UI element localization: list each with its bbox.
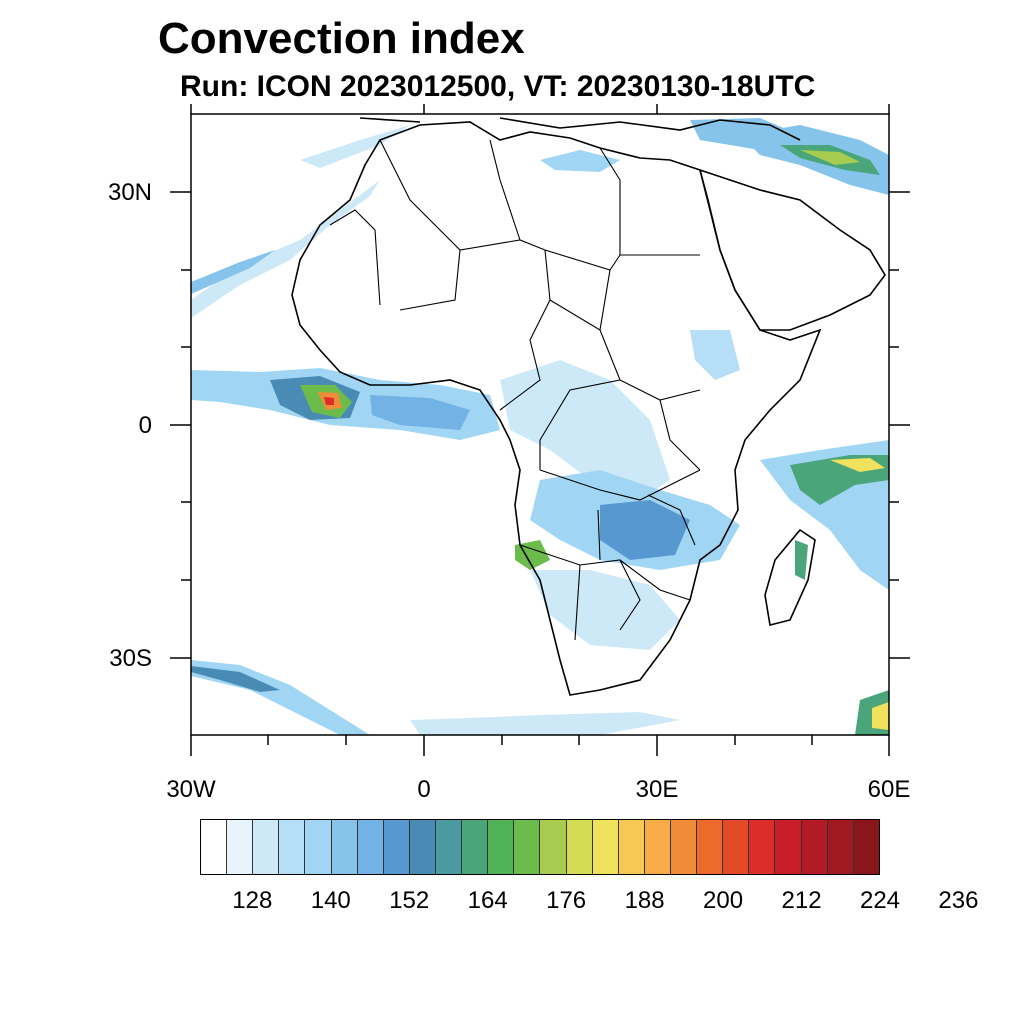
- colorbar-cell: [279, 820, 306, 874]
- chart-title: Convection index: [158, 14, 525, 63]
- colorbar-label: 140: [310, 887, 351, 914]
- convection-patch-namibia: [515, 540, 550, 570]
- colorbar-cell: [592, 820, 619, 874]
- colorbar-cell: [749, 820, 776, 874]
- colorbar-label: 152: [389, 887, 430, 914]
- colorbar-cell: [253, 820, 280, 874]
- colorbar-cell: [670, 820, 698, 874]
- colorbar-cell: [462, 820, 489, 874]
- colorbar-cell: [435, 820, 463, 874]
- colorbar-cell: [357, 820, 384, 874]
- lon-label-60e: 60E: [867, 776, 911, 803]
- convection-patch-mediterranean: [540, 150, 620, 172]
- lat-label-30s: 30S: [109, 645, 152, 672]
- lon-label-30e: 30E: [635, 776, 679, 803]
- convection-patch-indian-ocean-peak: [830, 458, 885, 472]
- colorbar-cell: [409, 820, 436, 874]
- colorbar-label: 200: [703, 887, 744, 914]
- colorbar-cell: [801, 820, 828, 874]
- convection-patch-nw-atlantic-core: [191, 250, 275, 294]
- colorbar-cell: [827, 820, 854, 874]
- coastlines: [291, 117, 886, 696]
- colorbar-cell: [514, 820, 541, 874]
- colorbar-label: 212: [781, 887, 822, 914]
- convection-patch-guinea-east: [370, 395, 470, 430]
- convection-patch-south-atlantic-core: [191, 666, 280, 692]
- africa-coastline: [291, 121, 822, 696]
- convection-patch-nw-atlantic: [191, 180, 380, 318]
- colorbar-cell: [227, 820, 254, 874]
- colorbar-cell: [697, 820, 724, 874]
- colorbar-label: 224: [859, 887, 901, 914]
- colorbar-cell: [775, 820, 802, 874]
- colorbar-label: 176: [546, 887, 587, 914]
- madagascar-coastline: [764, 528, 816, 626]
- axis-ticks: [170, 104, 910, 756]
- colorbar-cell: [853, 820, 879, 874]
- lat-label-equator: 0: [138, 412, 152, 439]
- convection-patch-se-corner-peak: [872, 702, 889, 730]
- colorbar-cell: [201, 820, 228, 874]
- colorbar-label: 164: [467, 887, 508, 914]
- convection-patch-south-mid: [410, 712, 680, 735]
- mediterranean-north: [359, 117, 801, 141]
- colorbar-cell: [618, 820, 645, 874]
- lon-label-30w: 30W: [166, 776, 216, 803]
- convection-patch-central-africa: [500, 360, 670, 500]
- colorbar-cell: [540, 820, 567, 874]
- convection-patch-east-africa: [690, 330, 740, 380]
- lon-label-0: 0: [417, 776, 431, 803]
- arabian-peninsula: [698, 168, 886, 331]
- colorbar-cell: [566, 820, 593, 874]
- colorbar-cell: [644, 820, 671, 874]
- border-lines-central: [499, 299, 701, 501]
- border-lines-south: [519, 494, 696, 641]
- convection-patch-zambia-core: [600, 500, 690, 560]
- convection-patch-guinea-peak-red: [324, 397, 334, 405]
- country-borders: [329, 139, 701, 641]
- colorbar-cell: [305, 820, 332, 874]
- convection-patch-middle-east-peak: [800, 150, 860, 165]
- convection-patch-north-band: [300, 125, 410, 168]
- colorbar: [200, 819, 880, 875]
- colorbar-label: 188: [624, 887, 665, 914]
- border-lines-north: [329, 139, 700, 331]
- colorbar-cell: [723, 820, 750, 874]
- colorbar-label: 236: [938, 887, 979, 914]
- chart-subtitle: Run: ICON 2023012500, VT: 20230130-18UTC: [180, 70, 816, 103]
- convection-fields: [191, 118, 889, 735]
- colorbar-cell: [331, 820, 358, 874]
- lat-label-30n: 30N: [107, 179, 152, 206]
- convection-patch-southern-africa: [530, 570, 680, 650]
- convection-patch-madagascar: [795, 540, 808, 580]
- colorbar-cell: [383, 820, 410, 874]
- colorbar-cell: [488, 820, 515, 874]
- colorbar-label: 128: [232, 887, 273, 914]
